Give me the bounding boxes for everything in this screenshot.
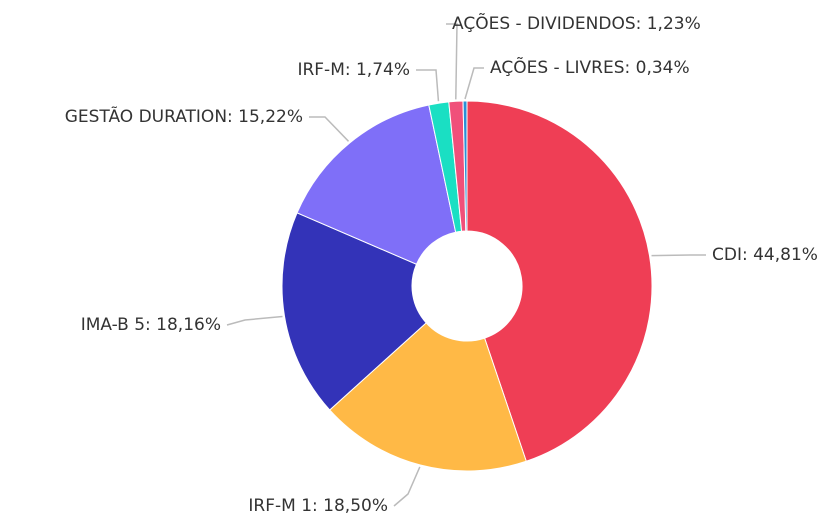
- leader-line: [393, 466, 421, 507]
- donut-slice: [462, 100, 468, 232]
- data-label: GESTÃO DURATION: 15,22%: [65, 105, 303, 127]
- leader-line: [464, 67, 484, 100]
- data-label: CDI: 44,81%: [712, 245, 818, 265]
- data-label: IMA-B 5: 18,16%: [81, 315, 221, 335]
- donut-slice: [466, 100, 653, 462]
- data-label: AÇÕES - LIVRES: 0,34%: [490, 56, 690, 78]
- leader-line: [651, 254, 706, 257]
- leader-line: [226, 315, 283, 326]
- data-label: IRF-M 1: 18,50%: [248, 496, 388, 516]
- leader-line: [416, 69, 440, 102]
- donut-slice: [281, 212, 427, 411]
- leader-line: [309, 116, 350, 142]
- donut-slice: [296, 104, 457, 265]
- donut-slice: [328, 322, 527, 472]
- data-label: AÇÕES - DIVIDENDOS: 1,23%: [452, 12, 701, 34]
- leader-line: [446, 23, 458, 100]
- data-label: IRF-M: 1,74%: [297, 60, 410, 80]
